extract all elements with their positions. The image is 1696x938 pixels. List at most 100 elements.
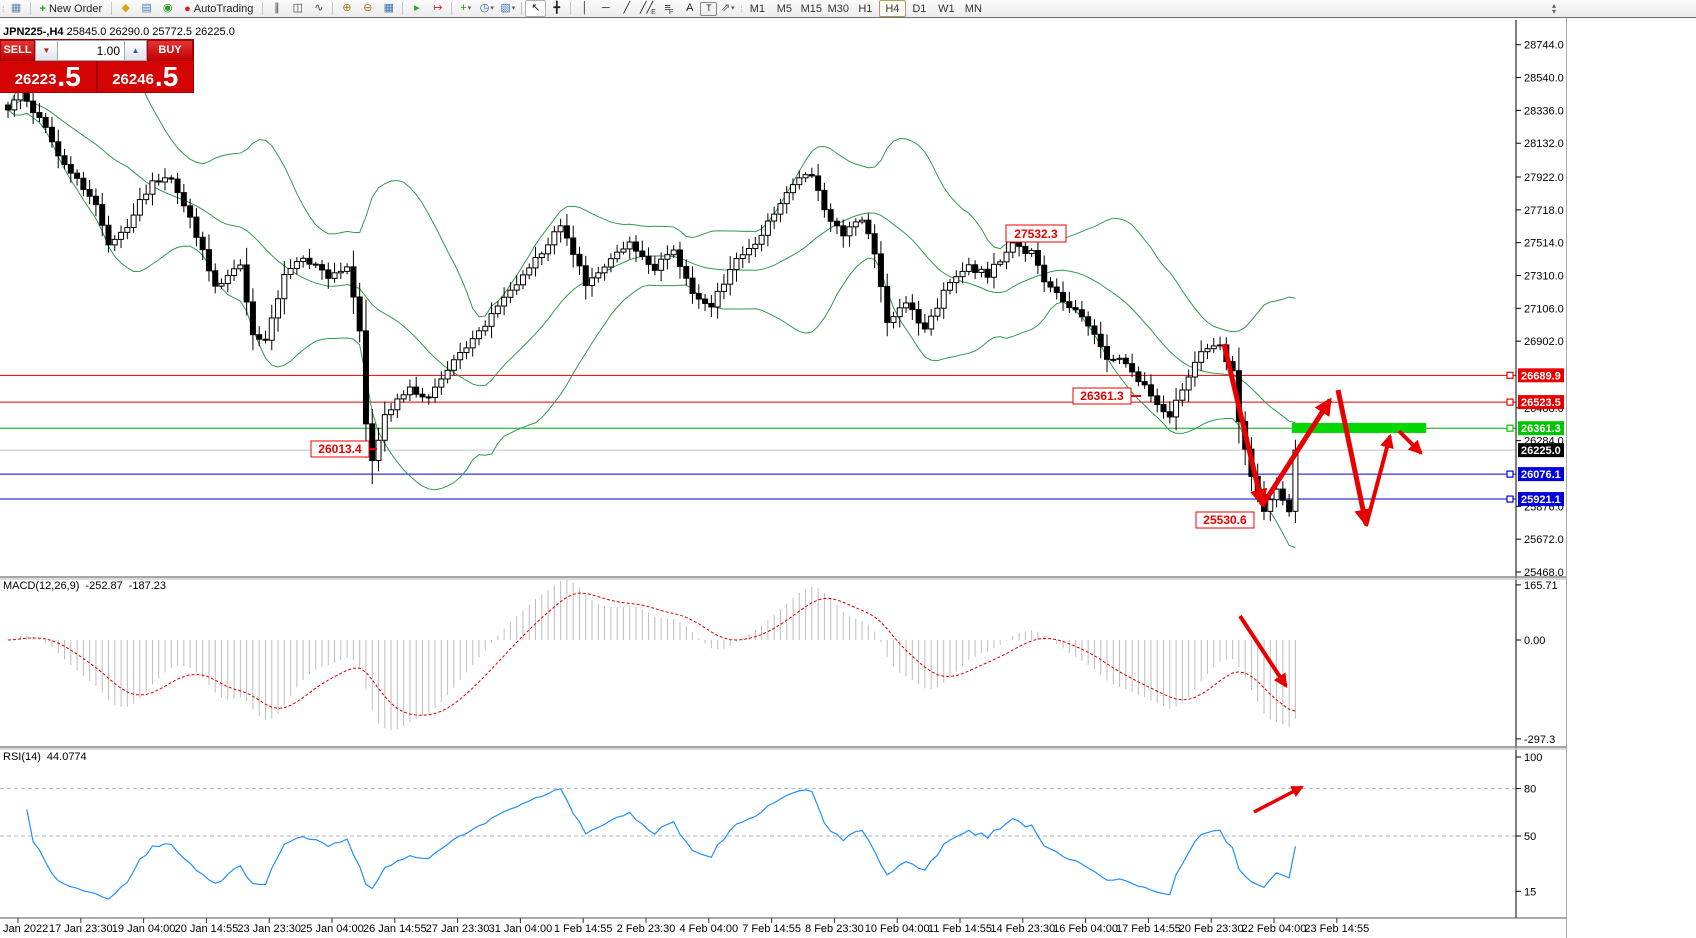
time-axis-label[interactable]: 26 Jan 14:55 — [363, 923, 427, 935]
sell-button[interactable]: SELL — [0, 40, 35, 61]
time-axis-label[interactable]: 20 Feb 23:30 — [1179, 923, 1244, 935]
fibonacci-icon[interactable]: ≡ F — [664, 2, 674, 17]
time-axis-label[interactable]: 8 Feb 23:30 — [805, 923, 864, 935]
zoom-in-icon[interactable]: ⊕ — [342, 2, 352, 14]
time-axis-label[interactable]: 16 Feb 04:00 — [1053, 923, 1118, 935]
bear-candle — [61, 155, 68, 166]
toolbar-overflow-icon[interactable]: ▴ ▾ — [1551, 0, 1556, 16]
bull-candle — [727, 268, 734, 285]
time-axis-label[interactable]: 25 Jan 04:00 — [300, 923, 364, 935]
tile-windows-icon[interactable]: ▦ — [383, 2, 395, 14]
volume-decrease-button[interactable]: ▼ — [35, 40, 58, 61]
timeframe-h1-button[interactable]: H1 — [858, 2, 873, 15]
annotation-arrow[interactable] — [1238, 614, 1288, 688]
time-axis-label[interactable]: 7 Feb 14:55 — [742, 923, 801, 935]
chart-window-icon[interactable]: ▦ — [10, 2, 22, 14]
candlestick-chart-icon[interactable]: ◫ — [292, 2, 304, 14]
time-axis-label[interactable]: 27 Jan 23:30 — [426, 923, 490, 935]
bear-candle — [676, 249, 683, 268]
bar-chart-icon[interactable]: ∥ — [274, 2, 280, 14]
cursor-icon[interactable]: ↖ — [525, 0, 547, 17]
horizontal-line-icon[interactable]: ─ — [601, 2, 610, 14]
time-axis-label[interactable]: 4 Feb 04:00 — [679, 923, 738, 935]
text-icon[interactable]: A — [686, 2, 694, 14]
time-axis-label[interactable]: 20 Jan 14:55 — [175, 923, 239, 935]
time-axis-label[interactable]: 17 Feb 14:55 — [1116, 923, 1181, 935]
market-depth-icon[interactable]: ◆ — [121, 2, 130, 14]
time-axis-label[interactable]: 17 Jan 23:30 — [49, 923, 113, 935]
bear-candle — [689, 277, 696, 294]
new-order-button[interactable]: + New Order — [39, 2, 103, 15]
bull-candle — [1116, 357, 1123, 360]
autotrading-button[interactable]: ● AutoTrading — [184, 2, 254, 15]
time-axis-label[interactable]: 14 Feb 23:30 — [990, 923, 1055, 935]
annotation-arrow[interactable] — [1221, 343, 1268, 507]
chart-shift-icon[interactable]: ↦ — [433, 2, 443, 14]
volume-input[interactable] — [58, 40, 124, 61]
supply-zone-rect[interactable] — [1292, 423, 1426, 433]
terminal-icon[interactable]: ▤ — [141, 2, 152, 14]
templates-button[interactable]: ▧ ▾ — [500, 2, 516, 14]
timeframe-d1-button[interactable]: D1 — [912, 2, 927, 15]
annotation-arrow[interactable] — [1335, 389, 1372, 527]
crosshair-icon[interactable]: ╋ — [553, 2, 561, 14]
time-axis-label[interactable]: 19 Jan 04:00 — [112, 923, 176, 935]
bear-candle — [5, 104, 11, 111]
bull-candle — [476, 330, 482, 340]
line-chart-icon[interactable]: ∿ — [314, 2, 324, 14]
bear-candle — [356, 296, 363, 332]
main-pane — [0, 62, 1516, 549]
time-axis-label[interactable]: 2 Feb 23:30 — [617, 923, 676, 935]
timeframe-h4-button[interactable]: H4 — [878, 0, 906, 17]
buy-button[interactable]: BUY — [147, 40, 193, 61]
chevron-down-icon: ▾ — [467, 5, 472, 12]
bull-candle — [626, 241, 633, 250]
annotation-price-label[interactable]: 26361.3 — [1072, 387, 1141, 405]
vertical-line-icon[interactable]: │ — [581, 2, 589, 14]
bear-candle — [576, 253, 583, 267]
time-axis-label[interactable]: 17 Jan 2022 — [0, 923, 48, 935]
time-axis-label[interactable]: 22 Feb 04:00 — [1242, 923, 1307, 935]
sell-price[interactable]: 26223.5 — [0, 61, 98, 92]
annotation-price-label[interactable]: 26013.4 — [310, 440, 377, 458]
time-axis-label[interactable]: 23 Jan 23:30 — [237, 923, 301, 935]
autoscroll-icon[interactable]: ▸ — [414, 2, 420, 14]
bull-candle — [589, 277, 596, 287]
time-axis-label[interactable]: 11 Feb 14:55 — [928, 923, 992, 935]
bear-candle — [1097, 333, 1104, 348]
buy-price[interactable]: 26246.5 — [112, 61, 179, 93]
bull-candle — [953, 276, 960, 284]
timeframe-m30-button[interactable]: M30 — [827, 2, 850, 15]
time-axis-label[interactable]: 1 Feb 14:55 — [554, 923, 613, 935]
timeframe-m5-button[interactable]: M5 — [776, 2, 792, 15]
price-axis-label: 27310.0 — [1524, 271, 1564, 283]
time-axis-label[interactable]: 10 Feb 04:00 — [865, 923, 930, 935]
bear-candle — [1053, 286, 1060, 294]
annotation-arrow[interactable] — [1397, 429, 1423, 455]
time-axis-label[interactable]: 23 Feb 14:55 — [1304, 923, 1369, 935]
bear-candle — [570, 237, 577, 255]
bear-candle — [369, 423, 376, 462]
annotation-arrow[interactable] — [1253, 785, 1304, 814]
indicators-button[interactable]: + ▾ — [460, 2, 472, 14]
timeframe-w1-button[interactable]: W1 — [938, 2, 955, 15]
bear-candle — [256, 334, 263, 340]
annotation-arrow[interactable] — [1259, 397, 1333, 508]
trendline-icon[interactable]: ╱ — [623, 2, 631, 14]
equidistant-channel-icon[interactable]: ╱╱ E — [639, 2, 656, 17]
annotation-price-label[interactable]: 27532.3 — [1005, 224, 1067, 243]
volume-increase-button[interactable]: ▲ — [124, 40, 147, 61]
periods-button[interactable]: ◷ ▾ — [479, 2, 494, 14]
timeframe-mn-button[interactable]: MN — [964, 2, 982, 15]
annotation-arrow[interactable] — [1364, 433, 1394, 527]
text-label-icon[interactable]: T — [700, 1, 718, 16]
timeframe-m15-button[interactable]: M15 — [800, 2, 823, 15]
bull-candle — [852, 221, 859, 228]
arrows-icon[interactable]: ⇗ ▾ — [720, 2, 735, 14]
time-axis-label[interactable]: 31 Jan 04:00 — [489, 923, 553, 935]
signals-icon[interactable]: ◉ — [162, 2, 173, 14]
zoom-out-icon[interactable]: ⊖ — [363, 2, 373, 14]
timeframe-m1-button[interactable]: M1 — [749, 2, 765, 15]
annotation-price-label[interactable]: 25530.6 — [1195, 511, 1255, 529]
